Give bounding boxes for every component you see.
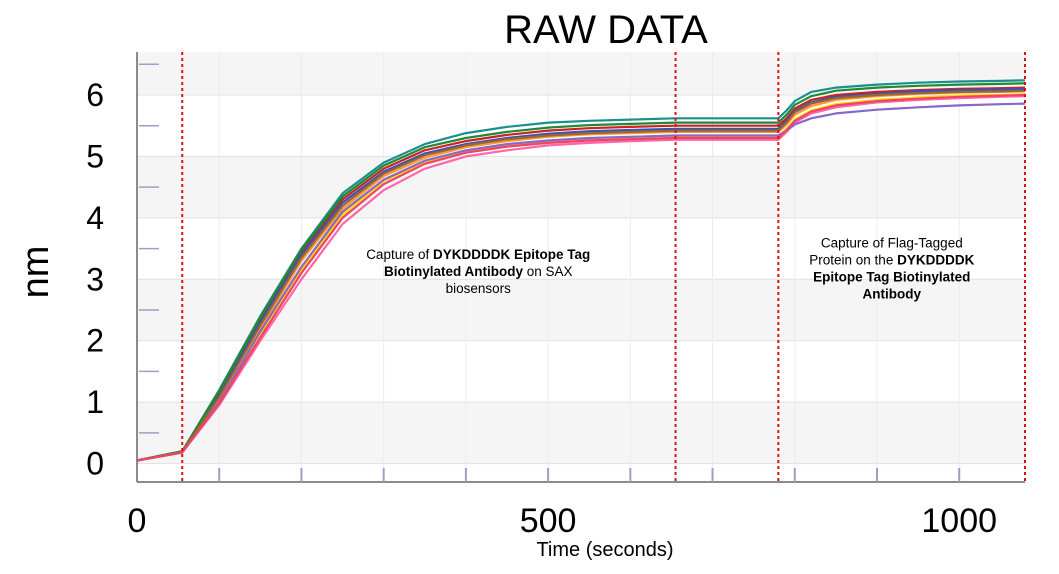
annotation-text: on SAX xyxy=(523,264,573,279)
annotation-text: Biotinylated Antibody xyxy=(384,264,523,279)
series-line-8 xyxy=(136,82,1026,462)
y-tick-label: 4 xyxy=(86,200,104,236)
y-tick-label: 5 xyxy=(86,138,104,174)
x-tick-label: 1000 xyxy=(921,502,997,540)
series-line-4 xyxy=(136,93,1026,462)
axes xyxy=(136,52,1025,483)
series-line-10 xyxy=(136,93,1026,462)
annotations: Capture of DYKDDDDK Epitope Tag Biotinyla… xyxy=(366,236,974,302)
y-tick-label: 2 xyxy=(86,323,104,359)
chart-title: RAW DATA xyxy=(504,8,708,52)
annotation-text: DYKDDDDK Epitope Tag xyxy=(433,247,590,262)
series-lines xyxy=(136,79,1026,462)
series-line-9 xyxy=(136,89,1026,462)
annotation-text: Capture of Flag-Tagged xyxy=(821,236,963,251)
y-tick-label: 1 xyxy=(86,384,104,420)
x-tick-label: 500 xyxy=(520,502,577,540)
y-tick-label: 3 xyxy=(86,261,104,297)
annotation-2: Capture of Flag-Tagged Protein on the DYK… xyxy=(809,236,974,302)
x-tick-label: 0 xyxy=(128,502,147,540)
x-axis-label: Time (seconds) xyxy=(536,539,673,561)
annotation-text: Antibody xyxy=(863,287,922,302)
annotation-text: Capture of xyxy=(366,247,433,262)
y-tick-label: 0 xyxy=(86,446,104,482)
tick-labels: 0 1 2 3 4 5 6 0 500 1000 xyxy=(86,77,997,540)
plot-band xyxy=(137,156,1025,218)
series-line-7 xyxy=(136,102,1026,462)
annotation-text: Epitope Tag Biotinylated xyxy=(813,270,970,285)
series-line-6 xyxy=(136,90,1026,462)
series-line-3 xyxy=(136,95,1026,462)
y-tick-label: 6 xyxy=(86,77,104,113)
series-line-5 xyxy=(136,87,1026,462)
annotation-text: DYKDDDDK xyxy=(897,253,975,268)
annotation-1: Capture of DYKDDDDK Epitope Tag Biotinyla… xyxy=(366,247,590,296)
annotation-text: biosensors xyxy=(446,281,512,296)
annotation-text: Protein on the xyxy=(809,253,897,268)
y-axis-label: nm xyxy=(15,246,57,299)
plot-band xyxy=(137,52,1025,95)
plot-band xyxy=(137,402,1025,464)
